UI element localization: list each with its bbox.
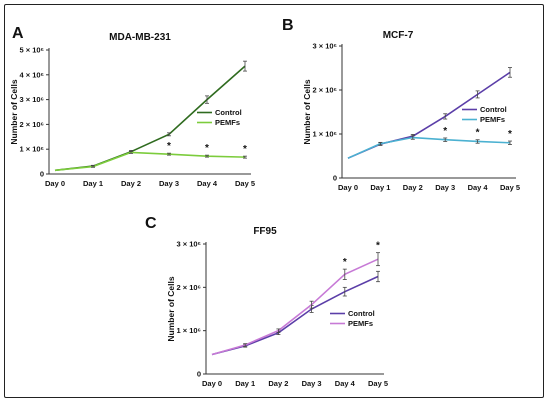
panel-c-xtick-label: Day 3 xyxy=(302,379,322,388)
panel-c-xtick-label: Day 5 xyxy=(368,379,388,388)
panel-b-ytick-label: 0 xyxy=(333,174,337,183)
panel-a-xtick-label: Day 1 xyxy=(83,179,103,188)
panel-a-ytick-label: 2 × 10⁶ xyxy=(19,120,44,129)
panel-c-title: FF95 xyxy=(253,226,277,237)
panel-c-ytick-label: 3 × 10⁶ xyxy=(176,240,201,249)
panel-a-legend-label: PEMFs xyxy=(215,118,240,127)
panel-a-ytick-label: 5 × 10⁶ xyxy=(19,46,44,55)
panel-c-significance-star: * xyxy=(343,257,347,268)
panel-b-series-pemfs-line xyxy=(347,136,511,159)
panel-c-significance-star: * xyxy=(376,241,380,252)
panel-b-xtick-label: Day 1 xyxy=(370,183,390,192)
panel-b-legend-label: Control xyxy=(480,105,507,114)
panel-b-significance-star: * xyxy=(476,128,480,139)
panel-b-significance-star: * xyxy=(443,126,447,137)
panel-a-title: MDA-MB-231 xyxy=(109,32,171,43)
panel-b-ylabel: Number of Cells xyxy=(302,79,312,144)
panel-b-xtick-label: Day 4 xyxy=(468,183,489,192)
panel-a-ytick-label: 4 × 10⁶ xyxy=(19,70,44,79)
panel-b-xtick-label: Day 5 xyxy=(500,183,520,192)
panel-a-ytick-label: 1 × 10⁶ xyxy=(19,145,44,154)
panel-c-xtick-label: Day 0 xyxy=(202,379,222,388)
panel-c-legend-label: Control xyxy=(348,309,375,318)
panel-b-xtick-label: Day 3 xyxy=(435,183,455,192)
panel-a-ytick-label: 0 xyxy=(40,170,44,179)
panel-b-significance-star: * xyxy=(508,129,512,140)
panel-c-xtick-label: Day 4 xyxy=(335,379,356,388)
panel-c-legend-label: PEMFs xyxy=(348,319,373,328)
panel-c-xtick-label: Day 1 xyxy=(235,379,255,388)
panel-b-xtick-label: Day 2 xyxy=(403,183,423,192)
panel-c-ylabel: Number of Cells xyxy=(166,276,176,341)
panel-a-significance-star: * xyxy=(243,144,247,155)
panel-b-letter: B xyxy=(282,17,294,34)
panel-b-title: MCF-7 xyxy=(383,30,414,41)
panel-c-series-pemfs-line xyxy=(211,258,379,356)
panel-b-ytick-label: 1 × 10⁶ xyxy=(312,130,337,139)
panel-a-xtick-label: Day 4 xyxy=(197,179,218,188)
panel-b-legend-label: PEMFs xyxy=(480,115,505,124)
panel-b-ytick-label: 2 × 10⁶ xyxy=(312,86,337,95)
panel-a-xtick-label: Day 2 xyxy=(121,179,141,188)
panel-a-ylabel: Number of Cells xyxy=(9,79,19,144)
panel-c-ytick-label: 0 xyxy=(197,370,201,379)
panel-b-xtick-label: Day 0 xyxy=(338,183,358,192)
panel-a-significance-star: * xyxy=(167,141,171,152)
panel-a-series-pemfs-line xyxy=(54,151,246,172)
panel-a-xtick-label: Day 0 xyxy=(45,179,65,188)
panel-c-ytick-label: 2 × 10⁶ xyxy=(176,283,201,292)
panel-c-ytick-label: 1 × 10⁶ xyxy=(176,326,201,335)
panel-b-ytick-label: 3 × 10⁶ xyxy=(312,42,337,51)
panel-a-ytick-label: 3 × 10⁶ xyxy=(19,95,44,104)
panel-a-letter: A xyxy=(12,25,24,42)
panel-a-xtick-label: Day 5 xyxy=(235,179,255,188)
panel-c-xtick-label: Day 2 xyxy=(268,379,288,388)
panel-a-xtick-label: Day 3 xyxy=(159,179,179,188)
panel-a-significance-star: * xyxy=(205,143,209,154)
panel-c-letter: C xyxy=(145,215,157,232)
panel-a-legend-label: Control xyxy=(215,108,242,117)
